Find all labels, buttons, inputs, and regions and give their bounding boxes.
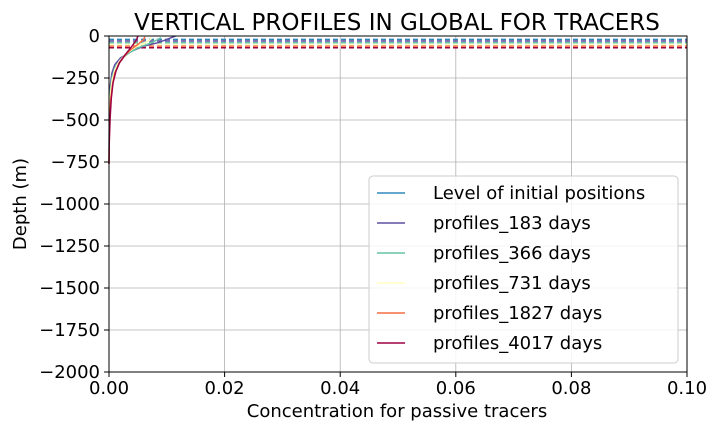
x-tick-label: 0.06 <box>436 378 476 399</box>
x-tick-label: 0.10 <box>667 378 707 399</box>
x-axis-ticks: 0.00 0.02 0.04 0.06 0.08 0.10 <box>89 372 707 399</box>
chart-title: VERTICAL PROFILES IN GLOBAL FOR TRACERS <box>134 10 660 36</box>
y-tick-label: −1500 <box>39 278 100 299</box>
legend-box <box>368 175 679 364</box>
y-tick-label: −750 <box>51 152 100 173</box>
y-axis-ticks: 0 −250 −500 −750 −1000 −1250 −1500 −1750 −2000 <box>39 26 109 383</box>
x-tick-label: 0.00 <box>89 378 129 399</box>
y-axis-label: Depth (m) <box>10 158 31 250</box>
y-tick-label: −2000 <box>39 362 100 383</box>
y-tick-label: −500 <box>51 110 100 131</box>
y-tick-label: −1250 <box>39 236 100 257</box>
legend-label: profiles_366 days <box>433 243 591 264</box>
x-tick-label: 0.02 <box>205 378 245 399</box>
x-axis-label: Concentration for passive tracers <box>247 401 547 422</box>
y-tick-label: −250 <box>51 68 100 89</box>
legend-label: Level of initial positions <box>433 183 645 204</box>
series-line <box>108 35 139 164</box>
series-line <box>108 35 176 164</box>
y-tick-label: −1750 <box>39 320 100 341</box>
legend-label: profiles_731 days <box>433 273 591 294</box>
series-lines <box>108 35 176 164</box>
y-tick-label: −1000 <box>39 194 100 215</box>
legend-label: profiles_1827 days <box>433 303 602 324</box>
initial-level-lines <box>109 38 687 49</box>
x-tick-label: 0.08 <box>551 378 591 399</box>
series-line <box>108 37 153 164</box>
legend: Level of initial positions profiles_183 d… <box>368 175 679 364</box>
legend-label: profiles_183 days <box>433 213 591 234</box>
series-line <box>108 37 162 164</box>
x-tick-label: 0.04 <box>320 378 360 399</box>
series-line <box>108 36 146 164</box>
y-tick-label: 0 <box>89 26 100 47</box>
legend-label: profiles_4017 days <box>433 333 602 354</box>
